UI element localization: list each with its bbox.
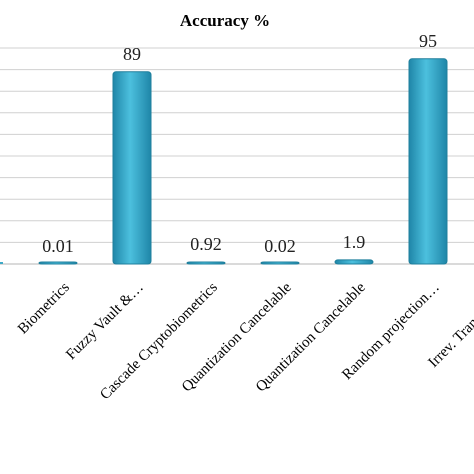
- data-label-4: 1.9: [343, 232, 366, 252]
- x-tick-label-0: Biometrics: [15, 279, 73, 337]
- bar-0: [38, 261, 78, 265]
- data-label-1: 89: [123, 44, 141, 64]
- bar-2: [186, 261, 226, 265]
- bar-1: [112, 71, 152, 265]
- data-label-3: 0.02: [264, 236, 296, 256]
- bars: [0, 58, 448, 265]
- bar-3: [260, 261, 300, 265]
- bar-offscreen-partial: [0, 262, 3, 264]
- bar-5: [408, 58, 448, 265]
- data-label-0: 0.01: [42, 236, 74, 256]
- data-labels: 0.01 89 0.92 0.02 1.9 95: [42, 31, 437, 256]
- gridlines: [0, 47, 474, 265]
- bar-4: [334, 259, 374, 265]
- data-label-2: 0.92: [190, 234, 222, 254]
- x-tick-label-1: Fuzzy Vault &…: [63, 280, 147, 364]
- chart-title: Accuracy %: [180, 11, 270, 30]
- data-label-5: 95: [419, 31, 437, 51]
